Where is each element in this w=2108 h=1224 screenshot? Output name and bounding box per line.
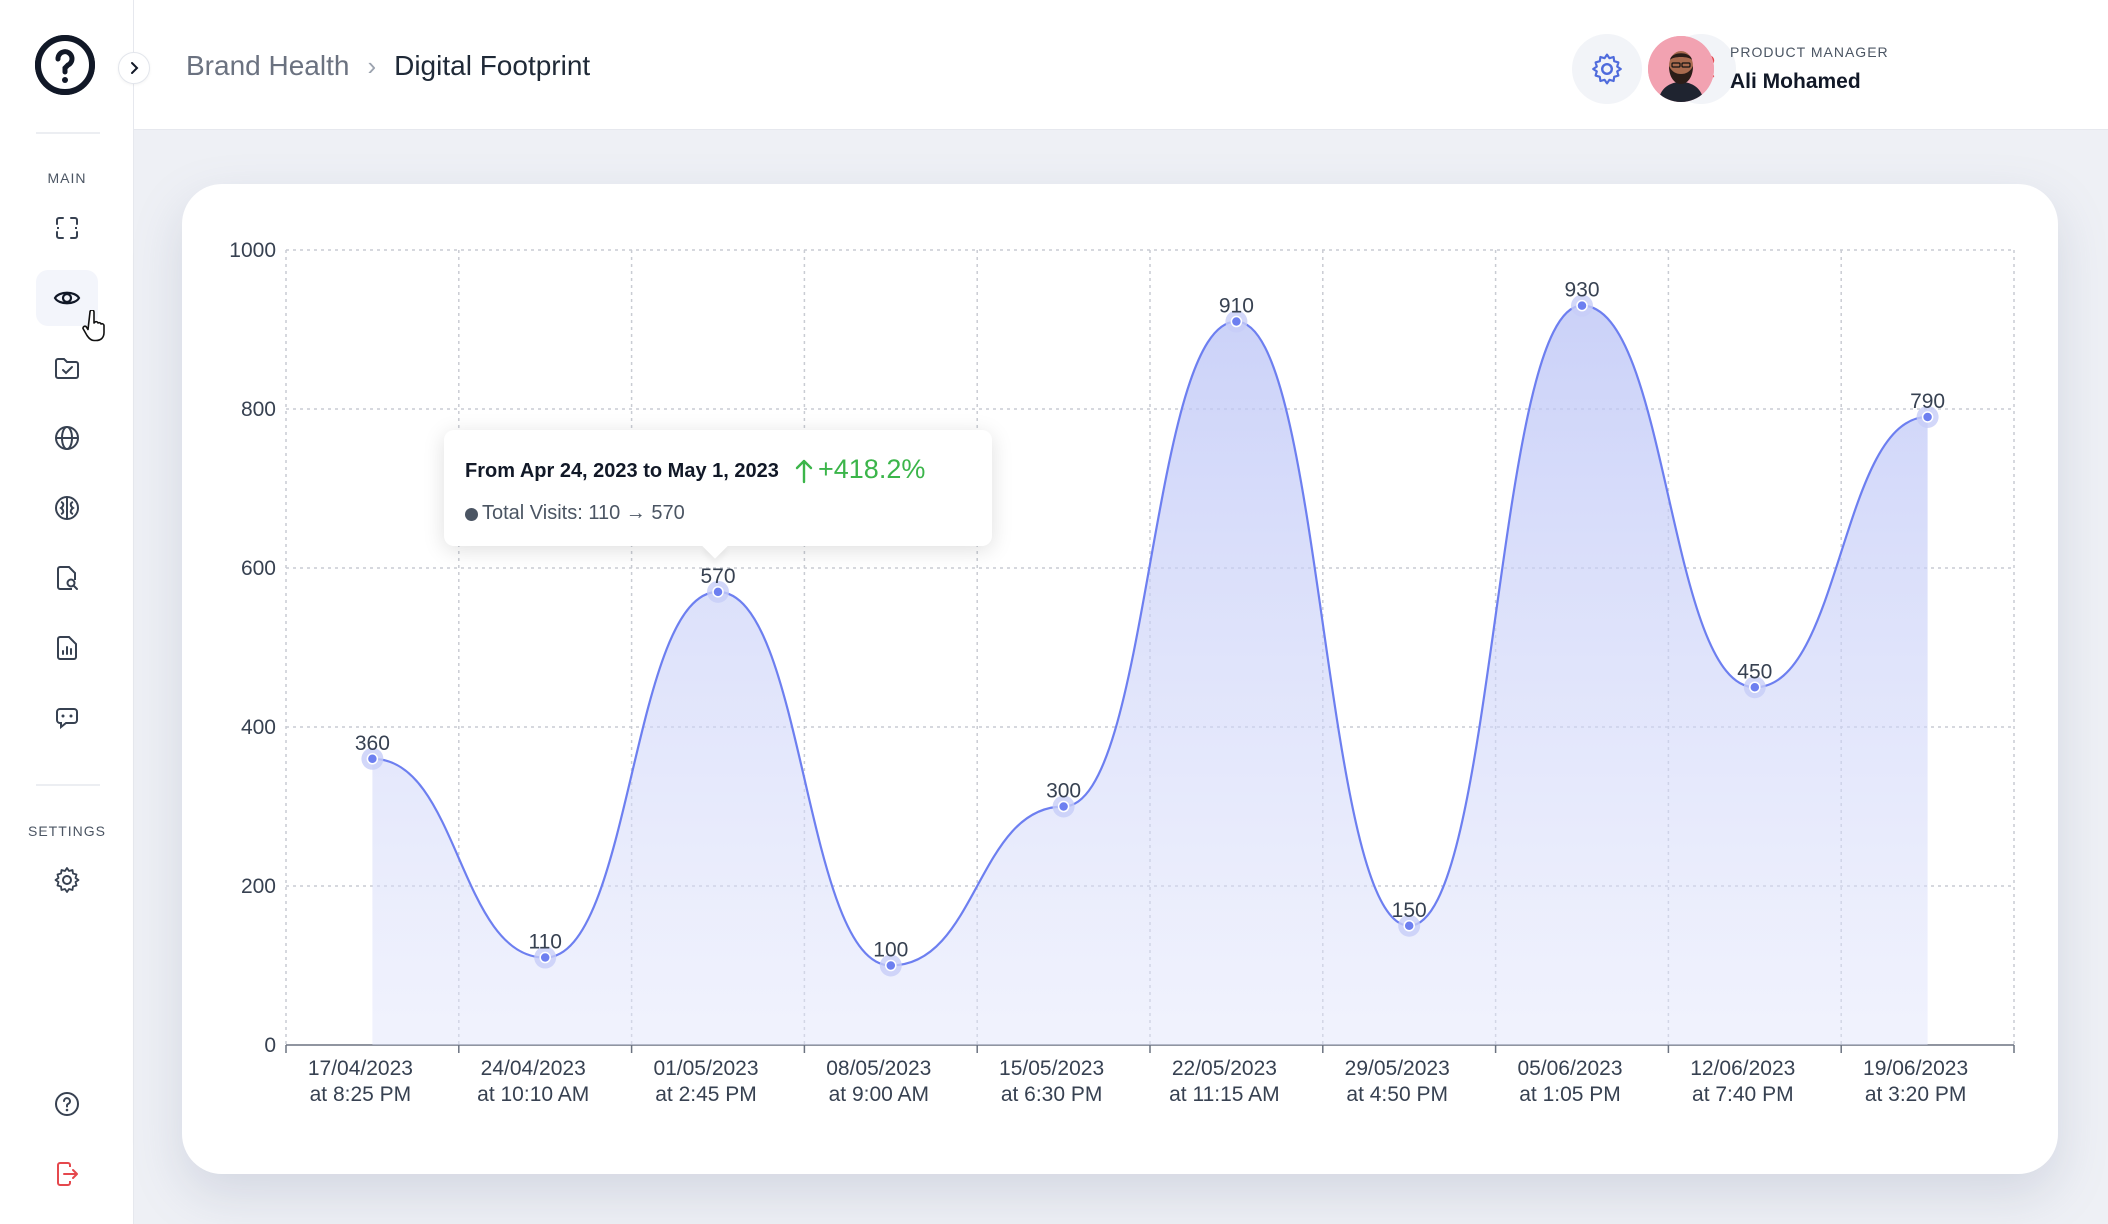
x-tick-label-date: 12/06/2023 [1690,1057,1795,1080]
eye-icon [53,291,81,305]
breadcrumb: Brand Health › Digital Footprint [186,50,590,82]
tooltip-series-text: Total Visits: 110 → 570 [482,502,685,524]
tooltip-title: From Apr 24, 2023 to May 1, 2023 [465,460,779,482]
arrow-up-icon [794,458,814,489]
breadcrumb-separator-icon: › [367,50,377,81]
chat-bot-icon [56,708,78,730]
data-point [712,586,724,598]
nav-item-brain[interactable] [36,480,98,536]
x-tick-label-time: at 8:25 PM [310,1083,412,1106]
x-tick-label-date: 08/05/2023 [826,1057,931,1080]
x-tick-label-time: at 9:00 AM [829,1083,929,1106]
x-tick-label-time: at 2:45 PM [655,1083,757,1106]
x-tick-label-time: at 3:20 PM [1865,1083,1967,1106]
data-point [539,951,551,964]
nav-item-scan[interactable] [36,200,98,256]
settings-button[interactable] [1572,34,1642,104]
data-label: 360 [355,732,390,755]
avatar[interactable] [1648,36,1714,102]
y-tick-label: 1000 [229,239,276,262]
nav-item-settings[interactable] [36,852,98,908]
help-icon [55,1092,79,1116]
data-label: 450 [1737,660,1772,683]
nav-item-logout[interactable] [36,1146,98,1202]
y-tick-label: 200 [241,875,276,898]
nav-item-help[interactable] [36,1076,98,1132]
y-tick-label: 400 [241,716,276,739]
x-tick-label-date: 05/06/2023 [1517,1057,1622,1080]
data-point [1230,315,1243,328]
nav-item-digital-footprint[interactable] [36,270,98,326]
sidebar-toggle-button[interactable] [118,52,150,84]
series-area-fill [372,305,1928,1045]
nav-item-folder[interactable] [36,340,98,396]
data-label: 790 [1910,390,1945,413]
data-label: 100 [873,939,908,962]
gear-icon [54,867,80,893]
tooltip-change-value: +418.2% [818,454,926,484]
nav-item-chat-bot[interactable] [36,690,98,746]
data-point [1921,411,1934,423]
x-tick-label-date: 17/04/2023 [308,1057,413,1080]
x-tick-label-time: at 10:10 AM [477,1083,589,1106]
x-tick-label-time: at 7:40 PM [1692,1083,1794,1106]
settings-section-label: SETTINGS [27,823,106,839]
data-label: 570 [700,565,735,588]
file-search-icon [57,566,78,590]
sidebar: MAIN [0,0,134,1224]
series-line [372,304,1928,967]
globe-icon [55,426,79,450]
x-tick-label-date: 24/04/2023 [481,1057,586,1080]
data-label: 910 [1219,295,1254,318]
page-title: Digital Footprint [394,50,591,81]
gear-icon [1592,53,1622,85]
nav-item-file-search[interactable] [36,550,98,606]
brand-logo[interactable] [34,34,96,96]
visits-area-chart[interactable]: 0 200 400 600 800 1000 360 110 570 100 300 910 150 93… [182,184,2058,1174]
sidebar-divider [36,132,100,134]
user-name: Ali Mohamed [1730,70,1861,93]
tooltip-series-marker [465,508,478,521]
sidebar-divider [36,784,100,786]
data-point [1749,681,1761,693]
x-tick-label-date: 22/05/2023 [1172,1057,1277,1080]
y-tick-label: 800 [241,398,276,421]
main-section-label: MAIN [47,170,87,186]
data-label: 150 [1392,899,1427,922]
data-label: 930 [1564,279,1599,302]
chevron-right-icon [131,62,139,74]
y-tick-label: 0 [264,1034,276,1057]
top-header: Brand Health › Digital Footprint [134,0,2108,130]
x-tick-label-date: 15/05/2023 [999,1057,1104,1080]
data-point [1576,299,1588,312]
breadcrumb-parent-link[interactable]: Brand Health [186,50,350,81]
data-point [1057,800,1070,813]
x-tick-label-date: 01/05/2023 [653,1057,758,1080]
x-tick-label-time: at 1:05 PM [1519,1083,1621,1106]
x-tick-label-time: at 11:15 AM [1169,1083,1280,1106]
logout-icon [57,1162,78,1186]
nav-item-globe[interactable] [36,410,98,466]
user-role: PRODUCT MANAGER [1730,44,1889,60]
chart-card: 0 200 400 600 800 1000 360 110 570 100 300 910 150 93… [182,184,2058,1174]
y-tick-label: 600 [241,557,276,580]
chart-tooltip: From Apr 24, 2023 to May 1, 2023 +418.2%… [444,430,992,546]
x-tick-label-date: 19/06/2023 [1863,1057,1968,1080]
nav-item-report[interactable] [36,620,98,676]
data-label: 300 [1046,780,1081,803]
x-tick-label-date: 29/05/2023 [1345,1057,1450,1080]
folder-check-icon [55,358,79,379]
report-icon [57,636,77,660]
data-point [366,753,379,765]
scan-icon [56,217,78,239]
brain-icon [55,496,79,520]
x-tick-label-time: at 4:50 PM [1346,1083,1448,1106]
data-point [885,959,897,972]
data-label: 110 [528,931,561,954]
x-tick-label-time: at 6:30 PM [1001,1083,1103,1106]
pointer-cursor-icon [82,309,108,347]
data-point [1403,920,1415,932]
